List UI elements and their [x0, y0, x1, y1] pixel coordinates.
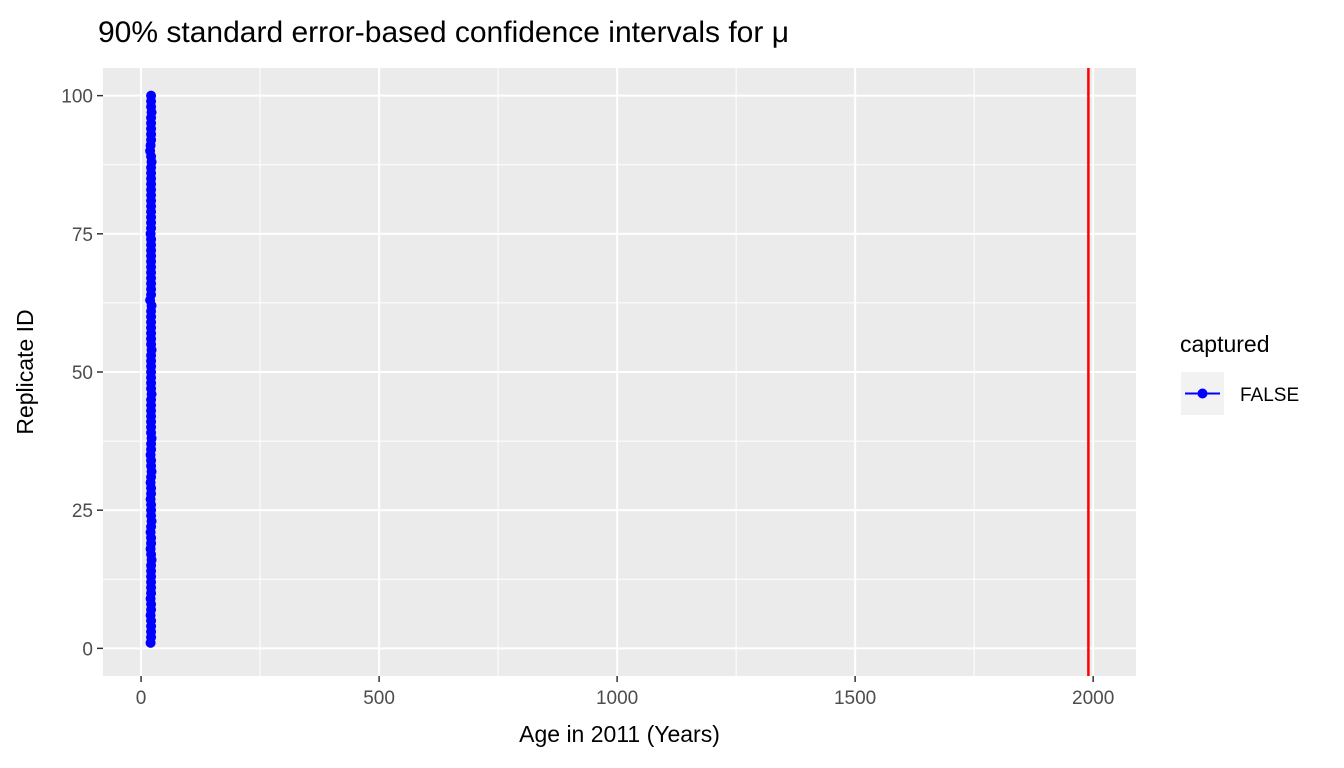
series-false — [145, 90, 157, 648]
y-tick-label: 100 — [61, 87, 93, 108]
x-tick-label: 500 — [363, 688, 395, 709]
legend: captured FALSE — [1180, 331, 1299, 415]
y-axis: 0 25 50 75 100 — [61, 87, 103, 660]
major-gridlines — [103, 68, 1136, 676]
legend-title: captured — [1180, 331, 1270, 357]
y-tick-label: 25 — [72, 501, 93, 522]
y-tick-label: 75 — [72, 225, 93, 246]
y-axis-title: Replicate ID — [12, 309, 38, 434]
x-tick-label: 1000 — [596, 688, 638, 709]
y-tick-label: 0 — [82, 639, 93, 660]
x-tick-label: 0 — [136, 688, 147, 709]
x-tick-label: 2000 — [1072, 688, 1114, 709]
x-axis: 0 500 1000 1500 2000 — [136, 676, 1114, 709]
legend-label-false: FALSE — [1240, 385, 1299, 406]
y-tick-label: 50 — [72, 363, 93, 384]
ci-point — [146, 90, 157, 101]
x-tick-label: 1500 — [834, 688, 876, 709]
legend-key-point — [1197, 388, 1208, 399]
x-axis-title: Age in 2011 (Years) — [519, 721, 720, 747]
chart-title: 90% standard error-based confidence inte… — [98, 16, 789, 49]
